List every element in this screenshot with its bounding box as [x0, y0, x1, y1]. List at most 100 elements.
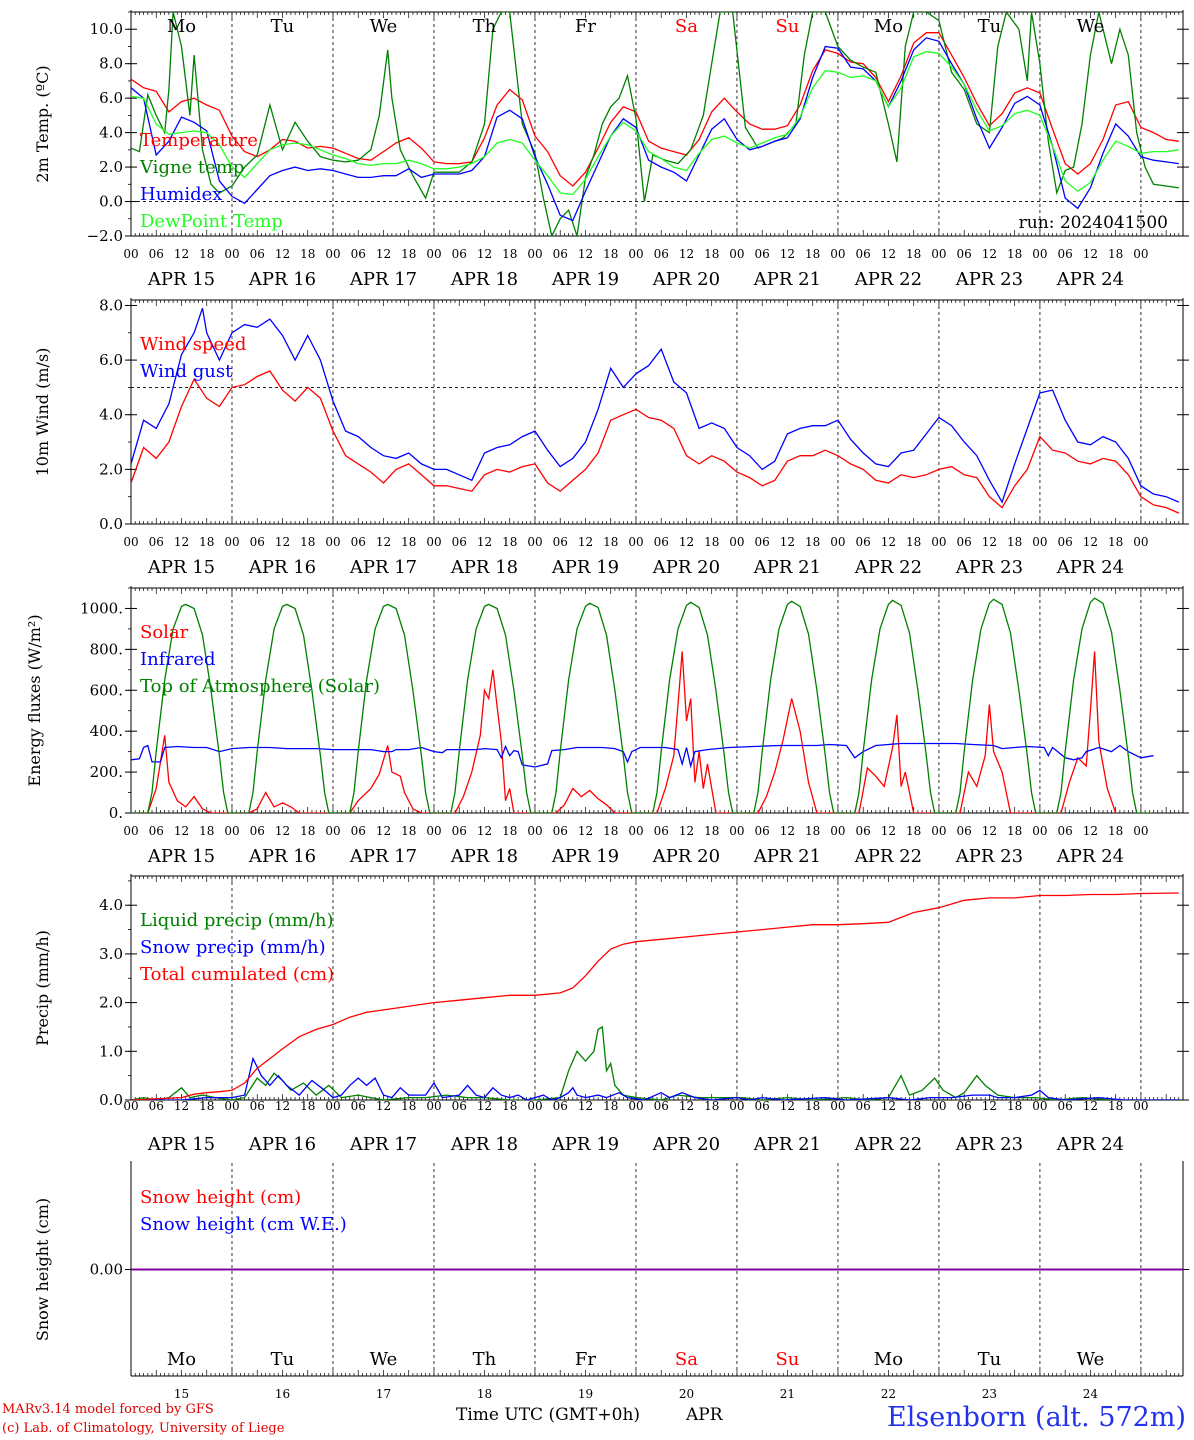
day-date-label: APR 19: [551, 269, 619, 290]
weekday-label: Tu: [271, 1349, 295, 1370]
day-date-label: APR 15: [147, 846, 215, 867]
series-line-total-cumulated-cm-: [131, 892, 1179, 1100]
day-date-label: APR 17: [349, 557, 417, 578]
weekday-label: Mo: [167, 16, 196, 37]
y-tick-label: 4.0: [99, 896, 123, 914]
hour-tick-label: 12: [578, 1099, 593, 1113]
hour-tick-label: 18: [401, 247, 416, 261]
hour-tick-label: 18: [401, 535, 416, 549]
day-date-label: APR 21: [753, 269, 821, 290]
hour-tick-label: 18: [1007, 1099, 1022, 1113]
hour-tick-label: 06: [957, 1099, 972, 1113]
day-date-label: APR 22: [854, 269, 922, 290]
day-date-label: APR 24: [1056, 1134, 1124, 1155]
hour-tick-label: 12: [679, 1099, 694, 1113]
hour-tick-label: 06: [553, 1099, 568, 1113]
y-tick-label: 2.0: [99, 994, 123, 1012]
hour-tick-label: 12: [477, 247, 492, 261]
hour-tick-label: 12: [881, 824, 896, 838]
hour-tick-label: 06: [1058, 535, 1073, 549]
series-line-temperature: [131, 32, 1179, 187]
hour-tick-label: 06: [351, 535, 366, 549]
series-line-wind-speed: [131, 370, 1180, 514]
hour-tick-label: 06: [1058, 247, 1073, 261]
hour-tick-label: 18: [704, 1099, 719, 1113]
hour-tick-label: 06: [957, 535, 972, 549]
hour-tick-label: 12: [174, 247, 189, 261]
hour-tick-label: 06: [250, 535, 265, 549]
hour-tick-label: 06: [250, 247, 265, 261]
hour-tick-label: 12: [376, 247, 391, 261]
hour-tick-label: 00: [426, 824, 441, 838]
hour-tick-label: 00: [729, 1099, 744, 1113]
hour-tick-label: 18: [300, 824, 315, 838]
hour-tick-label: 12: [477, 824, 492, 838]
hour-tick-label: 12: [275, 1099, 290, 1113]
hour-tick-label: 18: [603, 247, 618, 261]
hour-tick-label: 00: [931, 535, 946, 549]
weekday-label: We: [1077, 1349, 1105, 1370]
hour-tick-label: 00: [123, 535, 138, 549]
weekday-label: We: [370, 16, 398, 37]
hour-tick-label: 18: [1108, 535, 1123, 549]
y-axis-label: Energy fluxes (W/m²): [25, 614, 44, 786]
day-date-label: APR 20: [652, 846, 720, 867]
station-label: Elsenborn (alt. 572m): [887, 1402, 1186, 1433]
legend-humidex: Humidex: [140, 184, 222, 205]
hour-tick-label: 00: [729, 824, 744, 838]
hour-tick-label: 00: [830, 247, 845, 261]
day-date-label: APR 22: [854, 846, 922, 867]
time-axis-label: Time UTC (GMT+0h): [456, 1405, 641, 1425]
y-tick-label: 2.0: [99, 158, 123, 176]
hour-tick-label: 18: [1007, 247, 1022, 261]
hour-tick-label: 18: [401, 1099, 416, 1113]
hour-tick-label: 06: [149, 1099, 164, 1113]
hour-tick-label: 06: [654, 535, 669, 549]
hour-tick-label: 12: [275, 535, 290, 549]
day-number-label: 20: [679, 1387, 694, 1401]
weekday-label: Tu: [271, 16, 295, 37]
hour-tick-label: 12: [1083, 824, 1098, 838]
day-date-label: APR 23: [955, 1134, 1023, 1155]
hour-tick-label: 12: [578, 535, 593, 549]
day-date-label: APR 22: [854, 1134, 922, 1155]
y-axis-label: Precip (mm/h): [33, 930, 52, 1046]
hour-tick-label: 06: [957, 247, 972, 261]
weekday-label: Mo: [874, 1349, 903, 1370]
legend-solar: Solar: [140, 622, 189, 643]
series-line-solar: [131, 651, 1117, 813]
hour-tick-label: 06: [351, 824, 366, 838]
hour-tick-label: 06: [452, 1099, 467, 1113]
y-tick-label: 200.: [90, 763, 123, 781]
model-credit: MARv3.14 model forced by GFS: [2, 1402, 214, 1417]
hour-tick-label: 00: [224, 1099, 239, 1113]
hour-tick-label: 06: [957, 824, 972, 838]
hour-tick-label: 06: [149, 535, 164, 549]
hour-tick-label: 06: [1058, 1099, 1073, 1113]
hour-tick-label: 00: [830, 1099, 845, 1113]
hour-tick-label: 06: [654, 824, 669, 838]
hour-tick-label: 00: [325, 247, 340, 261]
hour-tick-label: 00: [224, 535, 239, 549]
hour-tick-label: 18: [300, 535, 315, 549]
day-date-label: APR 21: [753, 1134, 821, 1155]
day-date-label: APR 24: [1056, 846, 1124, 867]
hour-tick-label: 00: [729, 247, 744, 261]
hour-tick-label: 18: [805, 247, 820, 261]
day-date-label: APR 24: [1056, 557, 1124, 578]
hour-tick-label: 06: [351, 247, 366, 261]
day-date-label: APR 15: [147, 269, 215, 290]
hour-tick-label: 06: [856, 1099, 871, 1113]
legend-liquid-precip-mm-h-: Liquid precip (mm/h): [140, 910, 334, 931]
y-tick-label: 0.0: [99, 515, 123, 533]
hour-tick-label: 00: [527, 1099, 542, 1113]
y-tick-label: 8.0: [99, 55, 123, 73]
weekday-label: Tu: [978, 1349, 1002, 1370]
hour-tick-label: 18: [704, 824, 719, 838]
lab-credit: (c) Lab. of Climatology, University of L…: [2, 1421, 285, 1436]
hour-tick-label: 00: [1032, 1099, 1047, 1113]
hour-tick-label: 00: [527, 247, 542, 261]
legend-vigne-temp: Vigne temp: [139, 157, 244, 178]
series-line-liquid-precip-mm-h-: [131, 1025, 1179, 1100]
hour-tick-label: 12: [982, 247, 997, 261]
